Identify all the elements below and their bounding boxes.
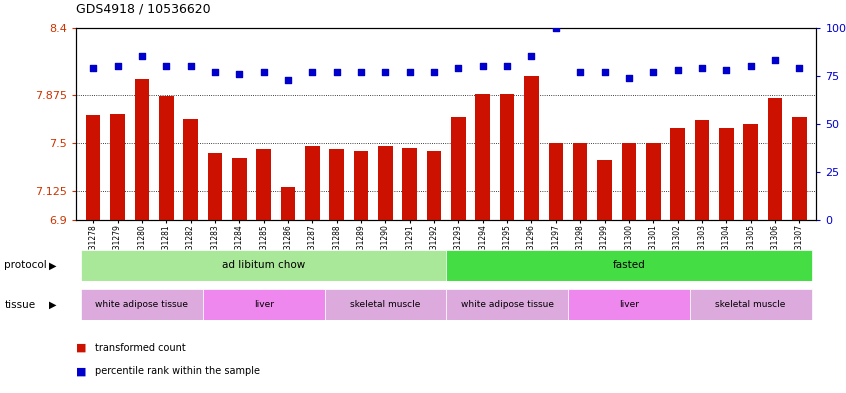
Bar	[232, 158, 246, 220]
Point	[452, 65, 465, 71]
Point	[574, 69, 587, 75]
Bar	[622, 143, 636, 220]
Bar	[719, 128, 733, 220]
Bar	[573, 143, 587, 220]
Point	[695, 65, 709, 71]
Point	[622, 74, 635, 81]
Text: GDS4918 / 10536620: GDS4918 / 10536620	[76, 3, 211, 16]
Point	[720, 67, 733, 73]
Bar	[426, 151, 442, 220]
Point	[671, 67, 684, 73]
Point	[159, 63, 173, 69]
Text: ▶: ▶	[49, 260, 57, 270]
Bar	[689, 289, 811, 320]
Bar	[548, 143, 563, 220]
Bar	[568, 289, 689, 320]
Point	[549, 24, 563, 31]
Bar	[81, 250, 447, 281]
Bar	[670, 128, 685, 220]
Text: white adipose tissue: white adipose tissue	[460, 300, 553, 309]
Text: ■: ■	[76, 343, 86, 353]
Point	[427, 69, 441, 75]
Point	[305, 69, 319, 75]
Point	[257, 69, 271, 75]
Bar	[451, 118, 466, 220]
Point	[768, 57, 782, 63]
Text: transformed count: transformed count	[95, 343, 185, 353]
Point	[379, 69, 393, 75]
Bar	[354, 151, 368, 220]
Point	[233, 71, 246, 77]
Text: skeletal muscle: skeletal muscle	[350, 300, 420, 309]
Bar	[110, 114, 125, 220]
Text: ▶: ▶	[49, 299, 57, 310]
Bar	[325, 289, 447, 320]
Bar	[281, 187, 295, 220]
Bar	[744, 124, 758, 220]
Text: fasted: fasted	[613, 260, 645, 270]
Point	[744, 63, 757, 69]
Point	[476, 63, 490, 69]
Bar	[500, 94, 514, 220]
Bar	[767, 98, 783, 220]
Text: liver: liver	[619, 300, 639, 309]
Text: skeletal muscle: skeletal muscle	[716, 300, 786, 309]
Point	[86, 65, 100, 71]
Point	[598, 69, 612, 75]
Bar	[86, 115, 101, 220]
Text: liver: liver	[254, 300, 273, 309]
Bar	[792, 118, 806, 220]
Text: ■: ■	[76, 366, 86, 376]
Bar	[597, 160, 612, 220]
Text: tissue: tissue	[4, 299, 36, 310]
Text: ad libitum chow: ad libitum chow	[222, 260, 305, 270]
Point	[354, 69, 368, 75]
Bar	[525, 76, 539, 220]
Bar	[256, 149, 271, 220]
Bar	[403, 148, 417, 220]
Bar	[646, 143, 661, 220]
Bar	[475, 94, 490, 220]
Point	[330, 69, 343, 75]
Text: protocol: protocol	[4, 260, 47, 270]
Bar	[135, 79, 149, 220]
Text: white adipose tissue: white adipose tissue	[96, 300, 189, 309]
Point	[281, 76, 294, 83]
Bar	[159, 95, 173, 220]
Point	[208, 69, 222, 75]
Bar	[447, 289, 568, 320]
Text: percentile rank within the sample: percentile rank within the sample	[95, 366, 260, 376]
Bar	[203, 289, 325, 320]
Point	[500, 63, 514, 69]
Bar	[378, 146, 393, 220]
Point	[525, 53, 538, 59]
Bar	[305, 146, 320, 220]
Bar	[329, 149, 344, 220]
Bar	[184, 119, 198, 220]
Point	[403, 69, 416, 75]
Bar	[447, 250, 811, 281]
Point	[646, 69, 660, 75]
Bar	[695, 120, 709, 220]
Point	[184, 63, 197, 69]
Point	[135, 53, 149, 59]
Point	[793, 65, 806, 71]
Point	[111, 63, 124, 69]
Bar	[207, 153, 222, 220]
Bar	[81, 289, 203, 320]
